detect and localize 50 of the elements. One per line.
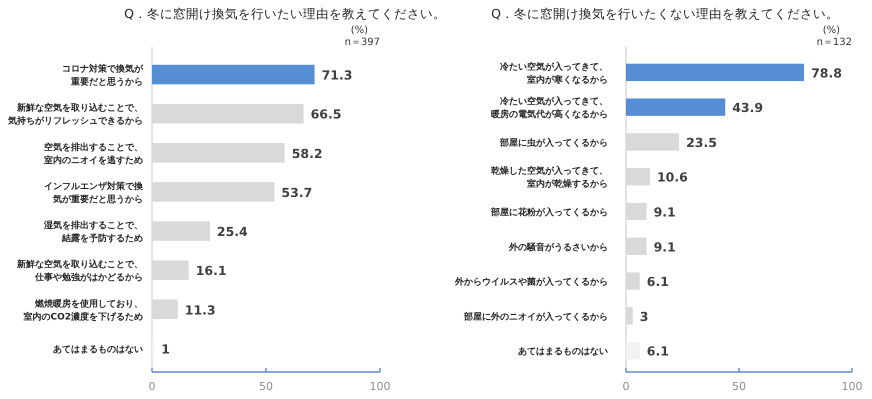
y-tick-label: 部屋に花粉が入ってくるから [490,207,608,218]
data-label: 23.5 [686,134,717,150]
data-label: 1 [161,341,170,356]
data-label: 25.4 [216,224,248,240]
bar [152,64,315,84]
data-label: 66.5 [310,106,342,122]
y-tick-label: 新鮮な空気を取り込むことで、気持ちがリフレッシュできるから [7,102,143,127]
y-tick-label: 冷たい空気が入ってきて、暖房の電気代が高くなるから [491,96,608,120]
data-label: 53.7 [281,184,312,200]
y-tick-label: 新鮮な空気を取り込むことで、仕事や勉強がはかどるから [16,259,143,284]
data-label: 11.3 [184,302,216,318]
x-tick-label: 100 [842,380,862,393]
y-tick-label: インフルエンザ対策で換気が重要だと思うから [44,180,144,205]
y-tick-label: 冷たい空気が入ってきて、室内が寒くなるから [500,61,608,86]
annotation: n＝397 [344,37,380,48]
chart-title: Q．冬に窓開け換気を行いたくない理由を教えてください。 [491,6,839,21]
y-tick-label: あてはまるものはない [518,347,608,358]
x-tick-label: 100 [370,380,390,393]
y-tick-label: 燃焼暖房を使用しており、室内のCO2濃度を下げるため [23,298,143,322]
bar [626,64,804,82]
data-label: 10.6 [656,170,688,185]
y-tick-label: 外の騒音がうるさいから [508,242,608,253]
data-label: 78.8 [811,65,842,80]
text: (%) [822,25,840,36]
bar [626,342,640,360]
annotation: n＝132 [816,37,852,48]
y-tick-label: コロナ対策で換気が重要だと思うから [62,64,144,88]
data-label: 43.9 [732,100,764,116]
bar [626,98,726,116]
y-tick-label: あてはまるものはない [53,344,143,355]
text: (%) [350,25,368,36]
data-label: 71.3 [322,68,352,83]
chart-title: Q．冬に窓開け換気を行いたい理由を教えてください。 [124,6,446,21]
data-label: 9.1 [654,239,676,254]
data-label: 16.1 [196,263,227,278]
y-tick-label: 部屋に外のニオイが入ってくるから [463,311,608,322]
y-tick-label: 空気を排出することで、室内のニオイを逃すため [44,142,143,166]
data-label: 3 [640,308,648,324]
x-tick-label: 0 [622,380,630,393]
y-tick-label: 湿気を排出することで、結露を予防するため [43,220,143,244]
x-tick-label: 0 [148,380,156,393]
y-tick-label: 外からウイルスや菌が入ってくるから [454,276,608,288]
data-label: 6.1 [646,274,669,290]
x-tick-label: 50 [732,380,746,393]
data-label: 58.2 [292,146,323,161]
y-tick-label: 乾燥した空気が入ってきて、室内が乾燥するから [491,166,608,190]
y-tick-label: 部屋に虫が入ってくるから [499,137,608,148]
x-tick-label: 50 [259,380,273,393]
data-label: 6.1 [646,344,669,359]
data-label: 9.1 [654,204,676,220]
